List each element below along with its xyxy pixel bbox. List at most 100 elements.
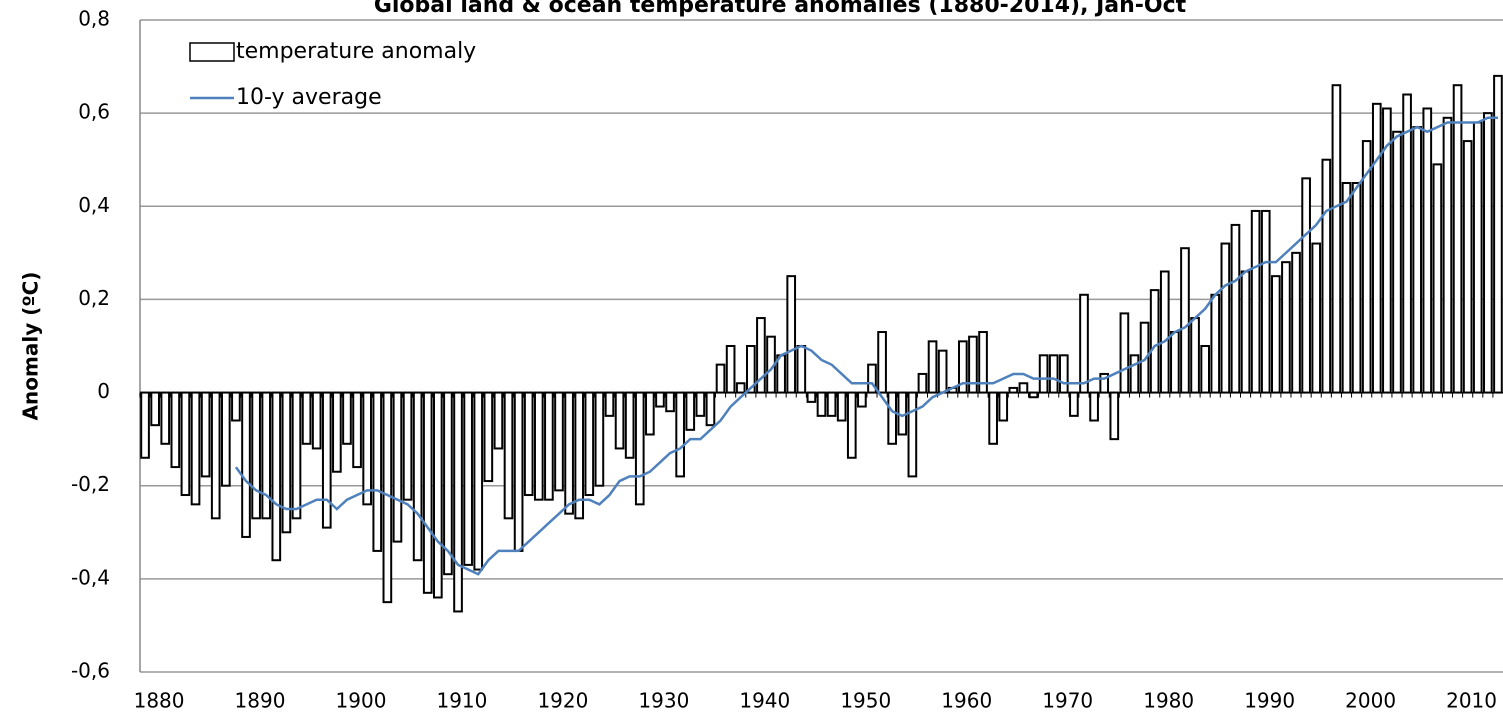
bar — [1311, 242, 1322, 394]
bar — [1462, 140, 1473, 394]
bar — [1351, 182, 1362, 394]
bar — [1048, 354, 1059, 394]
legend-swatch — [189, 42, 235, 62]
x-tick-label: 1940 — [739, 689, 790, 713]
bar — [1149, 289, 1160, 394]
bar — [1180, 247, 1190, 394]
bar — [210, 391, 221, 520]
bar — [917, 372, 928, 394]
bar — [1281, 261, 1291, 394]
bar — [533, 391, 544, 501]
bar — [503, 391, 514, 520]
bar — [372, 391, 383, 552]
bar — [392, 391, 403, 543]
bar — [220, 391, 231, 487]
bar — [594, 391, 605, 487]
x-tick-label: 1980 — [1143, 689, 1194, 713]
bar — [937, 349, 948, 394]
x-tick-label: 1880 — [134, 689, 185, 713]
y-tick-label: 0,2 — [78, 286, 110, 310]
bar — [1200, 345, 1210, 394]
bar — [180, 391, 191, 497]
bar — [200, 391, 211, 478]
bar — [1069, 391, 1079, 417]
y-tick-label: 0,4 — [78, 193, 110, 217]
bar — [1472, 121, 1483, 394]
bar — [1483, 112, 1493, 394]
bar — [836, 391, 847, 422]
bar — [483, 391, 494, 483]
bar — [846, 391, 857, 459]
bar — [291, 391, 302, 520]
bar — [655, 391, 665, 408]
bar — [352, 391, 362, 469]
bar — [1190, 317, 1200, 394]
bar — [1220, 242, 1231, 394]
bar — [1240, 270, 1251, 394]
bar — [513, 391, 524, 552]
bar — [1109, 391, 1120, 441]
bar — [261, 391, 272, 520]
legend-label: 10-y average — [236, 85, 382, 110]
bar — [877, 331, 887, 394]
bar — [685, 391, 696, 431]
bar — [342, 391, 352, 445]
bar — [1250, 209, 1261, 394]
bar — [301, 391, 312, 445]
bar — [433, 391, 443, 599]
bar — [332, 391, 342, 473]
bar — [412, 391, 423, 562]
bar — [1412, 126, 1423, 394]
bar — [1119, 312, 1130, 394]
bar — [311, 391, 322, 450]
bar — [321, 391, 332, 529]
y-tick-label: -0,2 — [71, 472, 110, 496]
bar — [402, 391, 413, 501]
bar — [231, 391, 241, 422]
bar — [584, 391, 595, 497]
y-tick-label: 0,6 — [78, 100, 110, 124]
y-tick-label: -0,4 — [71, 565, 110, 589]
bar — [725, 345, 736, 394]
bar — [493, 391, 504, 450]
bar — [150, 391, 160, 427]
bar — [271, 391, 282, 562]
bar — [564, 391, 574, 515]
chart-title: Global land & ocean temperature anomalie… — [374, 0, 1187, 18]
bar — [362, 391, 373, 506]
bar — [473, 391, 484, 571]
bar — [1079, 293, 1089, 394]
bar — [1422, 107, 1433, 394]
bar — [816, 391, 827, 417]
bar — [1230, 223, 1241, 394]
bar — [251, 391, 261, 520]
bar — [614, 391, 625, 450]
bar — [1321, 158, 1332, 394]
bar — [241, 391, 251, 538]
x-tick-label: 1990 — [1244, 689, 1295, 713]
bar — [1170, 331, 1180, 394]
bar — [422, 391, 433, 594]
y-tick-label: 0,8 — [78, 7, 110, 31]
bar — [1129, 354, 1140, 394]
bar — [645, 391, 655, 436]
bar — [634, 391, 645, 506]
bar — [1210, 293, 1221, 394]
bar — [665, 391, 675, 413]
x-tick-label: 1950 — [840, 689, 891, 713]
x-tick-label: 1970 — [1042, 689, 1093, 713]
x-tick-label: 1920 — [537, 689, 588, 713]
bar — [1442, 116, 1453, 394]
bar — [281, 391, 292, 534]
bar — [554, 391, 564, 492]
bar — [907, 391, 918, 478]
bar — [675, 391, 685, 478]
bar — [857, 391, 867, 408]
x-tick-label: 2010 — [1446, 689, 1497, 713]
bar — [1402, 93, 1412, 394]
bar — [160, 391, 171, 445]
bar — [453, 391, 463, 613]
bar — [463, 391, 473, 566]
bar — [887, 391, 898, 445]
bar — [826, 391, 837, 417]
